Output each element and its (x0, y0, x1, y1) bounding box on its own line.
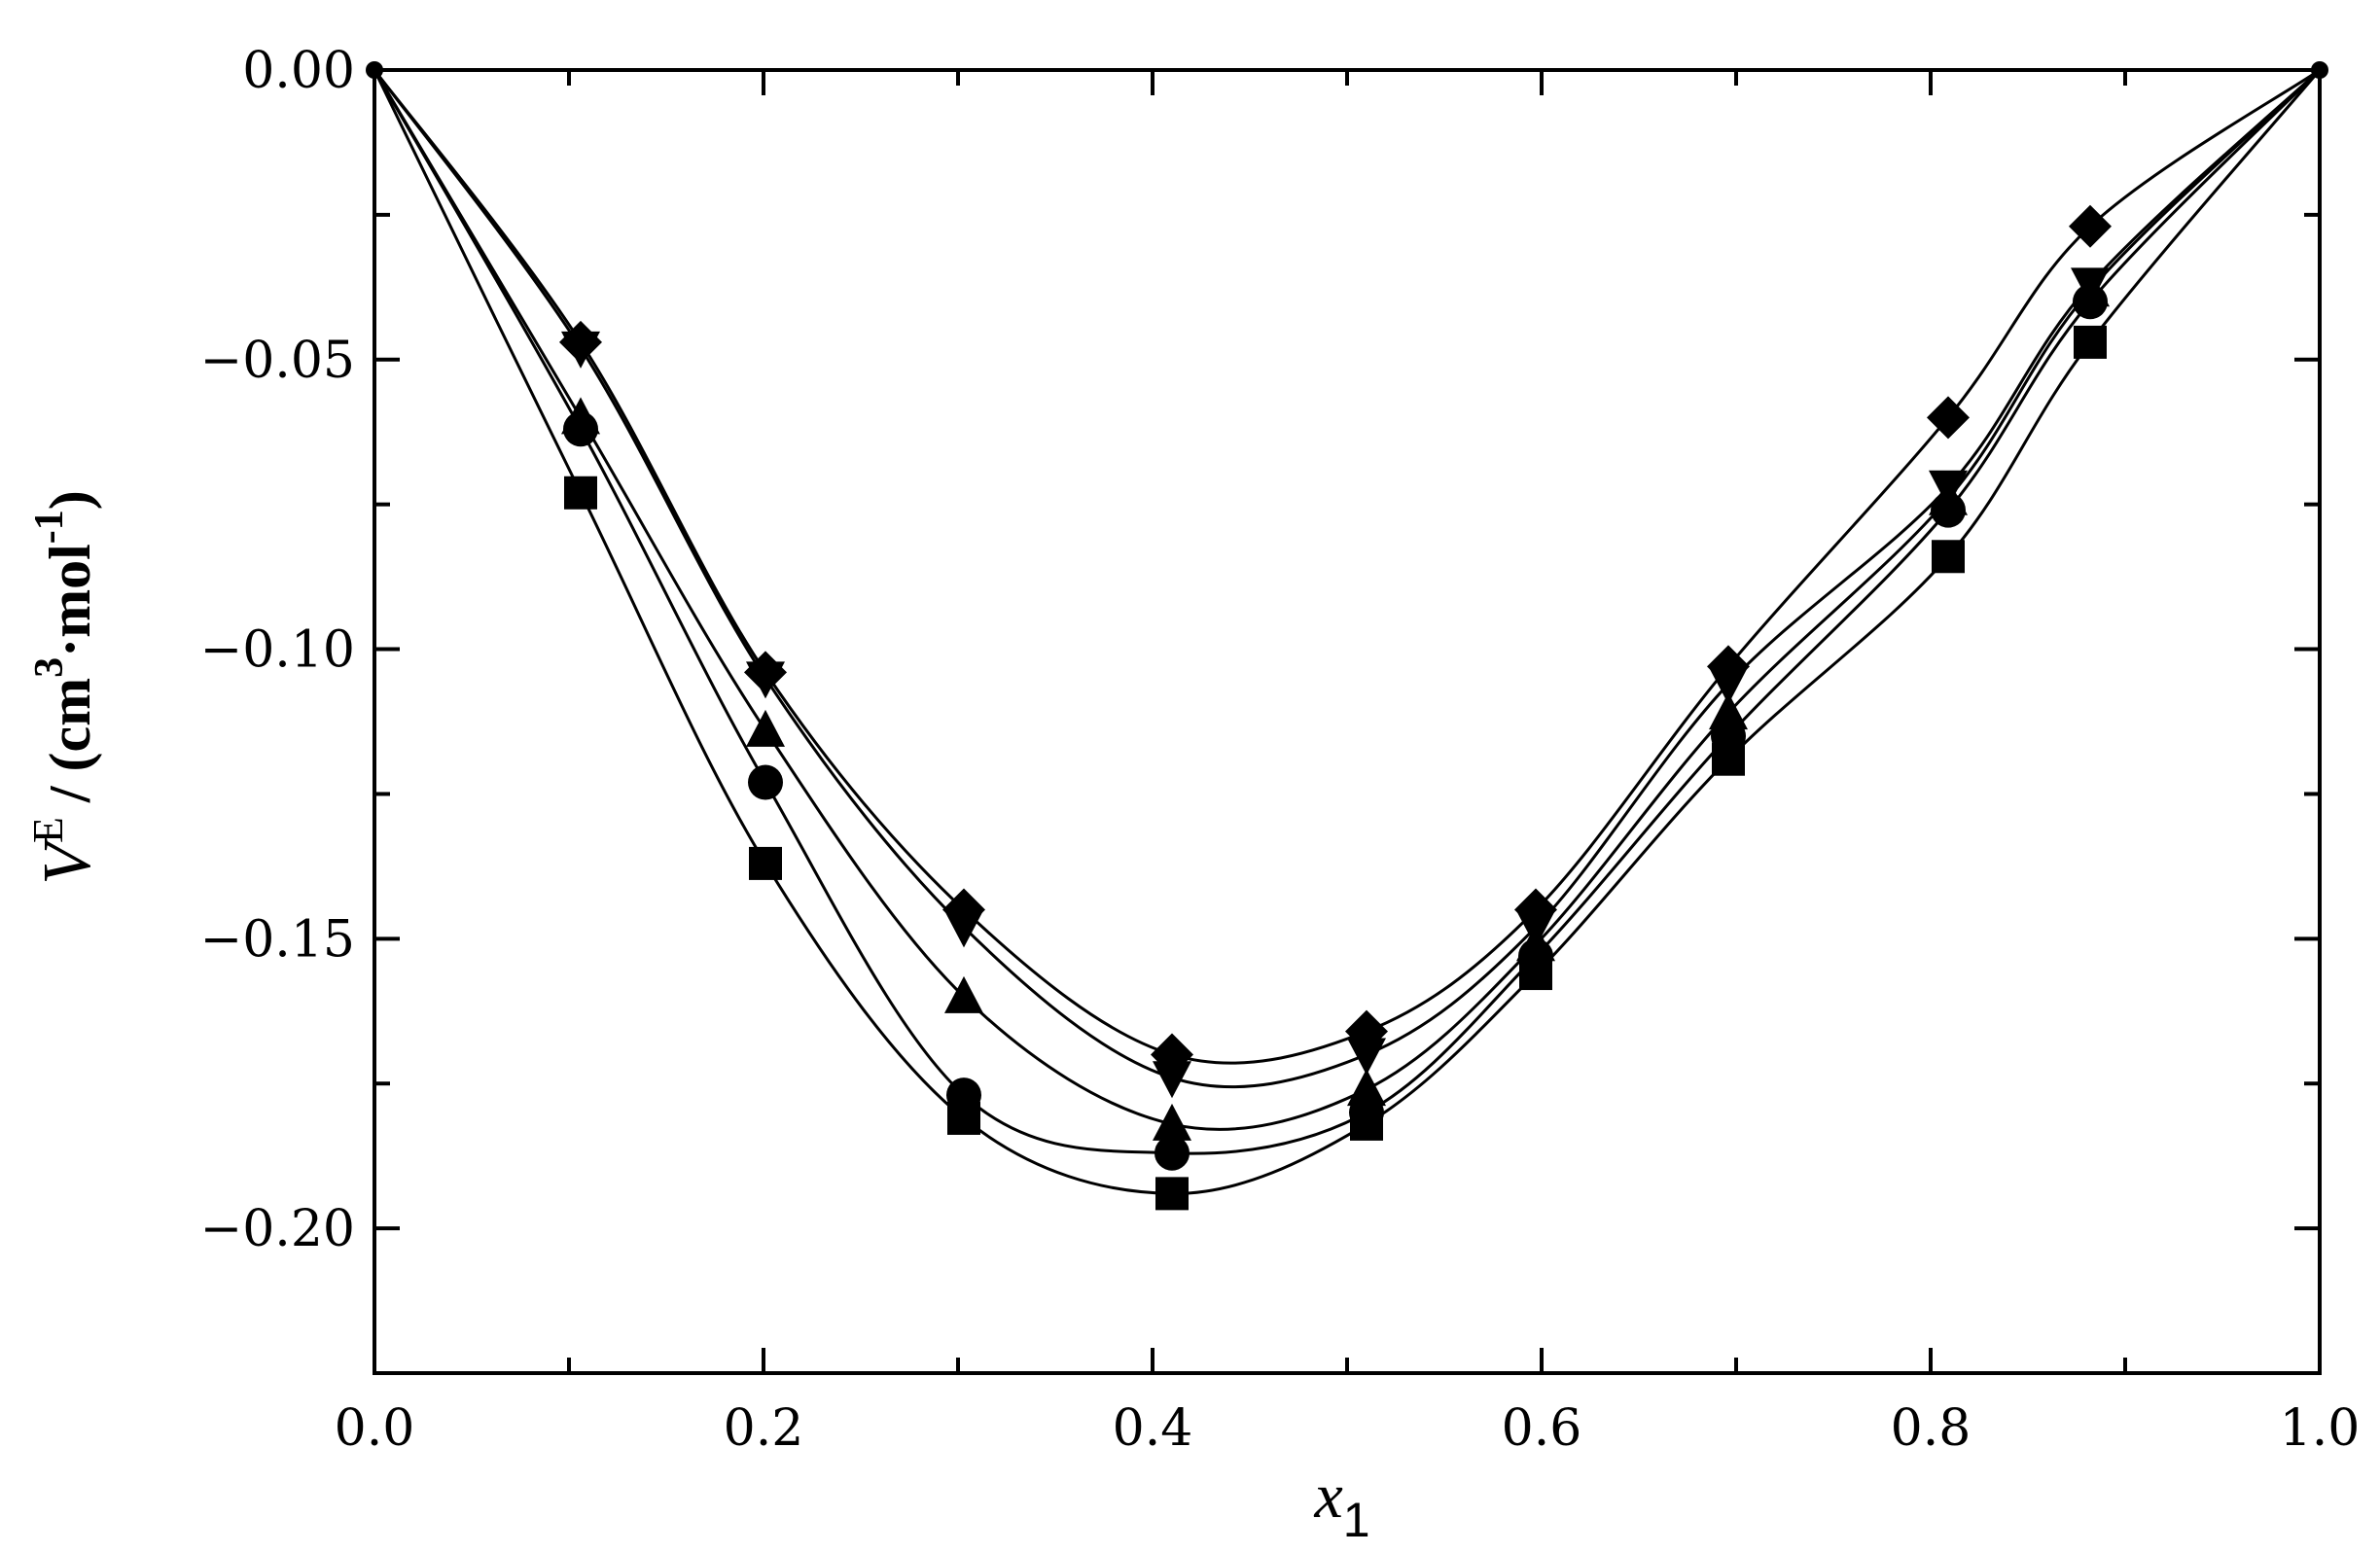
triangle-up-marker (1347, 1069, 1386, 1107)
x-tick-label: 0.0 (335, 1399, 415, 1458)
triangle-up-marker (746, 709, 785, 747)
diamond-marker (1707, 645, 1750, 689)
y-tick-label: −0.05 (200, 332, 355, 390)
square-marker (749, 846, 782, 880)
triangle-up-marker (1153, 1103, 1191, 1141)
triangle-down-marker (1347, 1038, 1386, 1076)
x-tick-label: 0.4 (1113, 1399, 1193, 1458)
y-axis-title-symbol: V (30, 836, 105, 885)
circle-marker (1154, 1135, 1190, 1171)
diamond-marker (1514, 888, 1557, 932)
y-axis-title-superscript: E (24, 817, 72, 843)
x-tick-label: 0.6 (1502, 1399, 1582, 1458)
y-axis-title: VE / (cm3·mol-1) (24, 490, 105, 885)
diamond-marker (1927, 396, 1970, 440)
triangle-up-marker (1709, 692, 1748, 730)
y-axis-title-mol: mol (38, 544, 102, 638)
y-axis-title-unit: / (cm (38, 678, 102, 817)
x-axis-title: x1 (1313, 1461, 1369, 1547)
circle-marker (946, 1077, 981, 1113)
diamond-marker (1345, 1009, 1388, 1053)
y-axis-title-unit-power: 3 (27, 657, 72, 678)
diamond-marker (744, 651, 787, 694)
triangle-down-marker (1153, 1061, 1191, 1099)
square-marker (564, 476, 597, 510)
y-tick-label: −0.15 (200, 910, 355, 969)
fit-curve-triangle-down (373, 68, 2322, 1089)
diamond-marker (2069, 204, 2112, 248)
x-axis-title-main: x (1313, 1461, 1342, 1532)
triangle-up-marker (561, 397, 600, 435)
triangle-down-marker (1929, 470, 1968, 508)
x-tick-label: 1.0 (2280, 1399, 2361, 1458)
diamond-marker (559, 320, 602, 364)
triangle-down-marker (2071, 267, 2110, 305)
y-tick-label: −0.10 (200, 621, 355, 680)
axis-ticks (373, 68, 2322, 1375)
square-marker (2074, 325, 2107, 359)
y-tick-label: 0.00 (242, 42, 355, 100)
tick-labels: 0.0 0.2 0.4 0.6 0.8 1.0 0.00 −0.05 −0.10 −0.15 −0.… (200, 42, 2361, 1458)
diamond-marker (942, 888, 985, 932)
y-axis-title-dot: · (38, 638, 102, 657)
square-marker (1932, 540, 1965, 574)
y-axis-title-close: ) (38, 490, 102, 510)
x-tick-label: 0.2 (724, 1399, 804, 1458)
diamond-marker (1151, 1033, 1193, 1077)
data-markers (366, 61, 2328, 1211)
triangle-up-marker (944, 975, 983, 1013)
circle-marker (748, 764, 783, 800)
square-marker (1155, 1177, 1189, 1211)
x-tick-label: 0.8 (1891, 1399, 1971, 1458)
y-axis-title-mol-power: -1 (27, 510, 72, 544)
x-axis-title-subscript: 1 (1343, 1493, 1370, 1547)
y-tick-label: −0.20 (200, 1200, 355, 1258)
